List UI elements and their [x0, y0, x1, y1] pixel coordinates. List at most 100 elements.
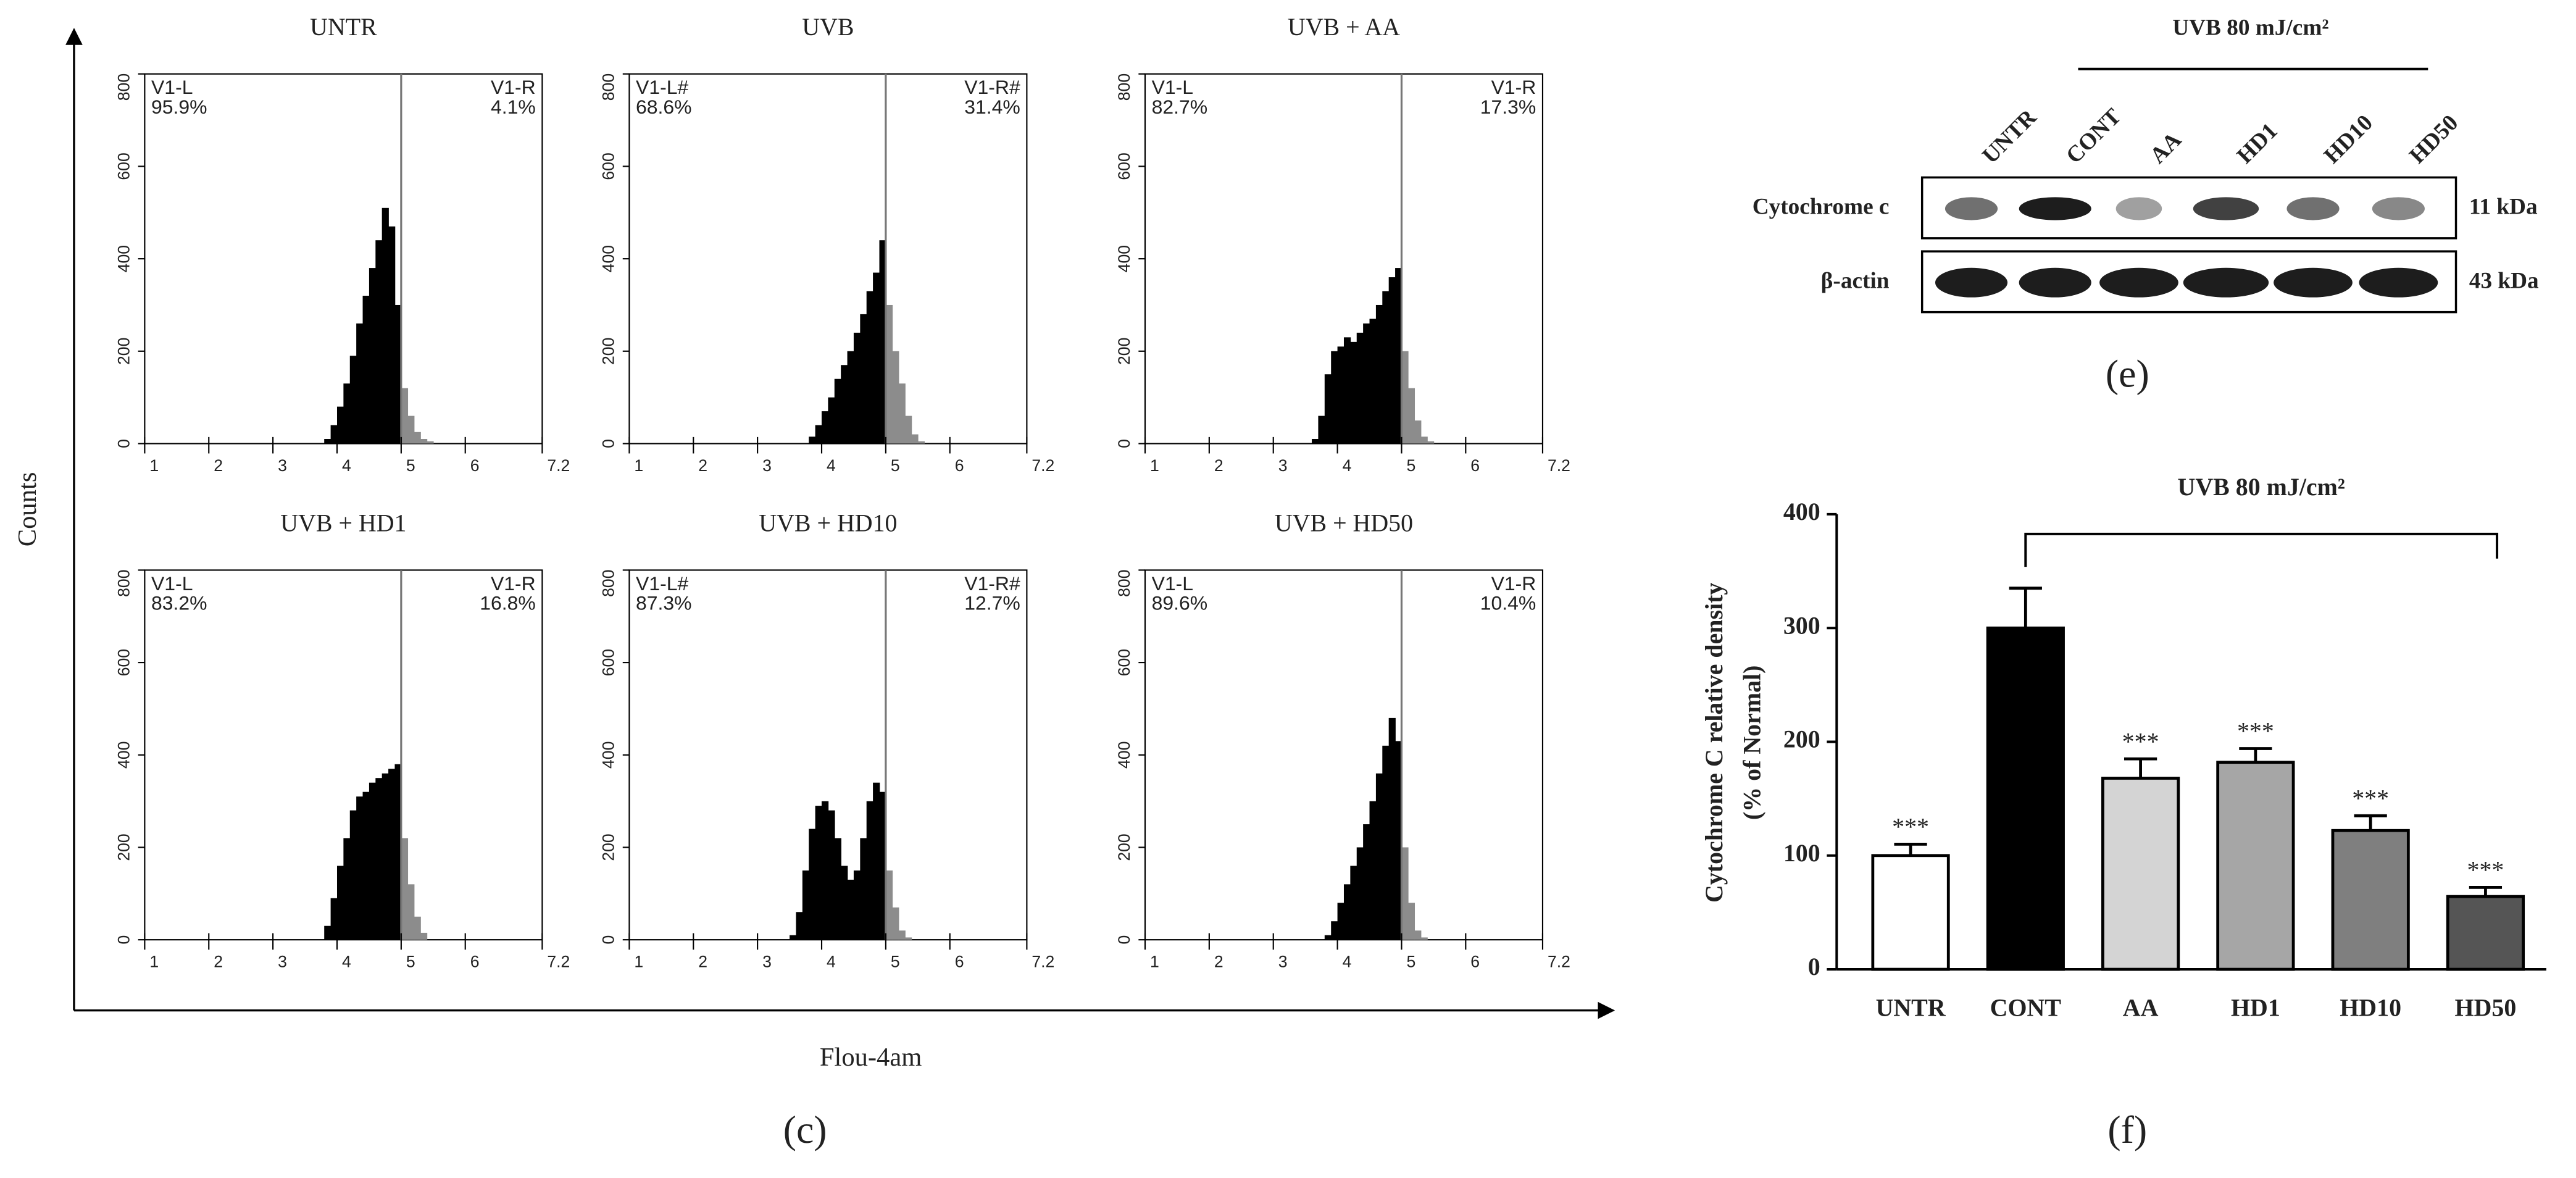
y-tick-label: 200 — [1783, 725, 1820, 753]
hist-bar — [407, 884, 415, 940]
y-tick-label: 800 — [1115, 73, 1133, 101]
hist-bar — [822, 801, 829, 940]
hist-bar — [905, 416, 912, 444]
hist-bar — [1414, 420, 1422, 444]
x-tick-label: CONT — [1990, 994, 2062, 1022]
region-name: V1-L# — [636, 76, 688, 98]
hist-bar — [369, 782, 377, 940]
hist-bar — [1407, 388, 1415, 444]
hist-bar — [1401, 847, 1409, 940]
hist-bar — [905, 937, 912, 940]
y-tick-label: 0 — [114, 935, 133, 945]
hist-bar — [828, 397, 835, 444]
hist-bar — [822, 411, 829, 444]
y-tick-label: 0 — [1115, 935, 1133, 945]
hist-bar — [401, 388, 409, 444]
hist-bar — [892, 351, 899, 444]
hist-bar — [381, 773, 389, 940]
bracket-label: UVB 80 mJ/cm² — [2178, 473, 2345, 501]
y-tick-label: 300 — [1783, 611, 1820, 639]
band — [2274, 267, 2353, 298]
y-tick-label: 200 — [114, 338, 133, 365]
bar — [2101, 777, 2180, 971]
band — [2019, 197, 2091, 220]
hist-bar — [860, 838, 867, 940]
x-tick-label: HD10 — [2340, 994, 2401, 1022]
x-tick-label: 1 — [149, 456, 159, 475]
region-name: V1-L — [1152, 572, 1193, 595]
y-tick-label: 400 — [599, 741, 618, 769]
region-name: V1-L# — [636, 572, 688, 595]
y-tick-label: 100 — [1783, 839, 1820, 867]
region-name: V1-R — [491, 76, 536, 98]
hist-bar — [802, 870, 810, 940]
hist-bar — [1356, 332, 1364, 444]
hist-bar — [1395, 268, 1403, 444]
region-name: V1-R# — [964, 76, 1020, 98]
hist-bar — [885, 870, 893, 940]
band — [1935, 267, 2008, 298]
x-tick-label: 7.2 — [1032, 952, 1054, 971]
hist-bar — [394, 764, 402, 940]
lane-label: AA — [2145, 127, 2186, 169]
significance: *** — [1892, 813, 1929, 841]
blot-box — [1920, 176, 2457, 240]
plot-frame — [628, 73, 1028, 445]
blot-header: UVB 80 mJ/cm² — [2172, 15, 2328, 40]
hist-bar — [407, 416, 415, 444]
hist-bar — [1337, 903, 1344, 940]
y-tick-label: 0 — [599, 439, 618, 448]
hist-bar — [834, 378, 841, 444]
hist-bar — [809, 437, 816, 444]
panel-title: UNTR — [310, 13, 377, 41]
x-tick-label: 1 — [1150, 456, 1159, 475]
hist-bar — [362, 792, 370, 940]
hist-bar — [1407, 903, 1415, 940]
band — [2183, 267, 2269, 298]
hist-bar — [853, 332, 861, 444]
region-percent: 68.6% — [636, 96, 692, 118]
hist-bar — [1343, 884, 1351, 940]
hist-bar — [1312, 439, 1319, 444]
row-size: 43 kDa — [2469, 268, 2539, 293]
hist-bar — [841, 866, 848, 940]
hist-bar — [1350, 866, 1357, 940]
x-tick-label: 5 — [406, 456, 415, 475]
y-tick-label: 400 — [1115, 245, 1133, 272]
hist-bar — [1420, 437, 1428, 444]
hist-bar — [1388, 717, 1396, 940]
lane-label: HD10 — [2319, 110, 2378, 169]
hist-bar — [1356, 847, 1364, 940]
region-name: V1-L — [151, 572, 193, 595]
hist-bar — [860, 314, 867, 444]
significance: *** — [2237, 717, 2274, 745]
panel-label: (c) — [783, 1108, 827, 1151]
region-percent: 89.6% — [1152, 592, 1208, 614]
x-tick-label: 5 — [1406, 456, 1415, 475]
region-percent: 87.3% — [636, 592, 692, 614]
panel-label: (e) — [2106, 352, 2149, 396]
band — [1945, 197, 1998, 220]
hist-bar — [1331, 921, 1338, 940]
hist-bar — [401, 838, 409, 940]
y-tick-label: 200 — [1115, 833, 1133, 861]
hist-bar — [1375, 304, 1383, 444]
hist-bar — [414, 432, 421, 444]
x-tick-label: 1 — [634, 456, 643, 475]
panel-label: (f) — [2107, 1108, 2147, 1151]
y-tick-label: 600 — [599, 152, 618, 180]
hist-bar — [414, 916, 421, 940]
hist-bar — [343, 838, 351, 940]
y-label: Counts — [13, 472, 42, 547]
hist-bar — [1369, 801, 1377, 940]
x-tick-label: 4 — [827, 456, 836, 475]
hist-bar — [369, 268, 377, 444]
row-label: β-actin — [1821, 268, 1890, 293]
hist-bar — [917, 441, 925, 444]
x-tick-label: 4 — [1343, 456, 1352, 475]
x-tick-label: AA — [2123, 994, 2159, 1022]
region-name: V1-L — [1152, 76, 1193, 98]
bar — [1871, 854, 1950, 971]
hist-bar — [381, 207, 389, 444]
